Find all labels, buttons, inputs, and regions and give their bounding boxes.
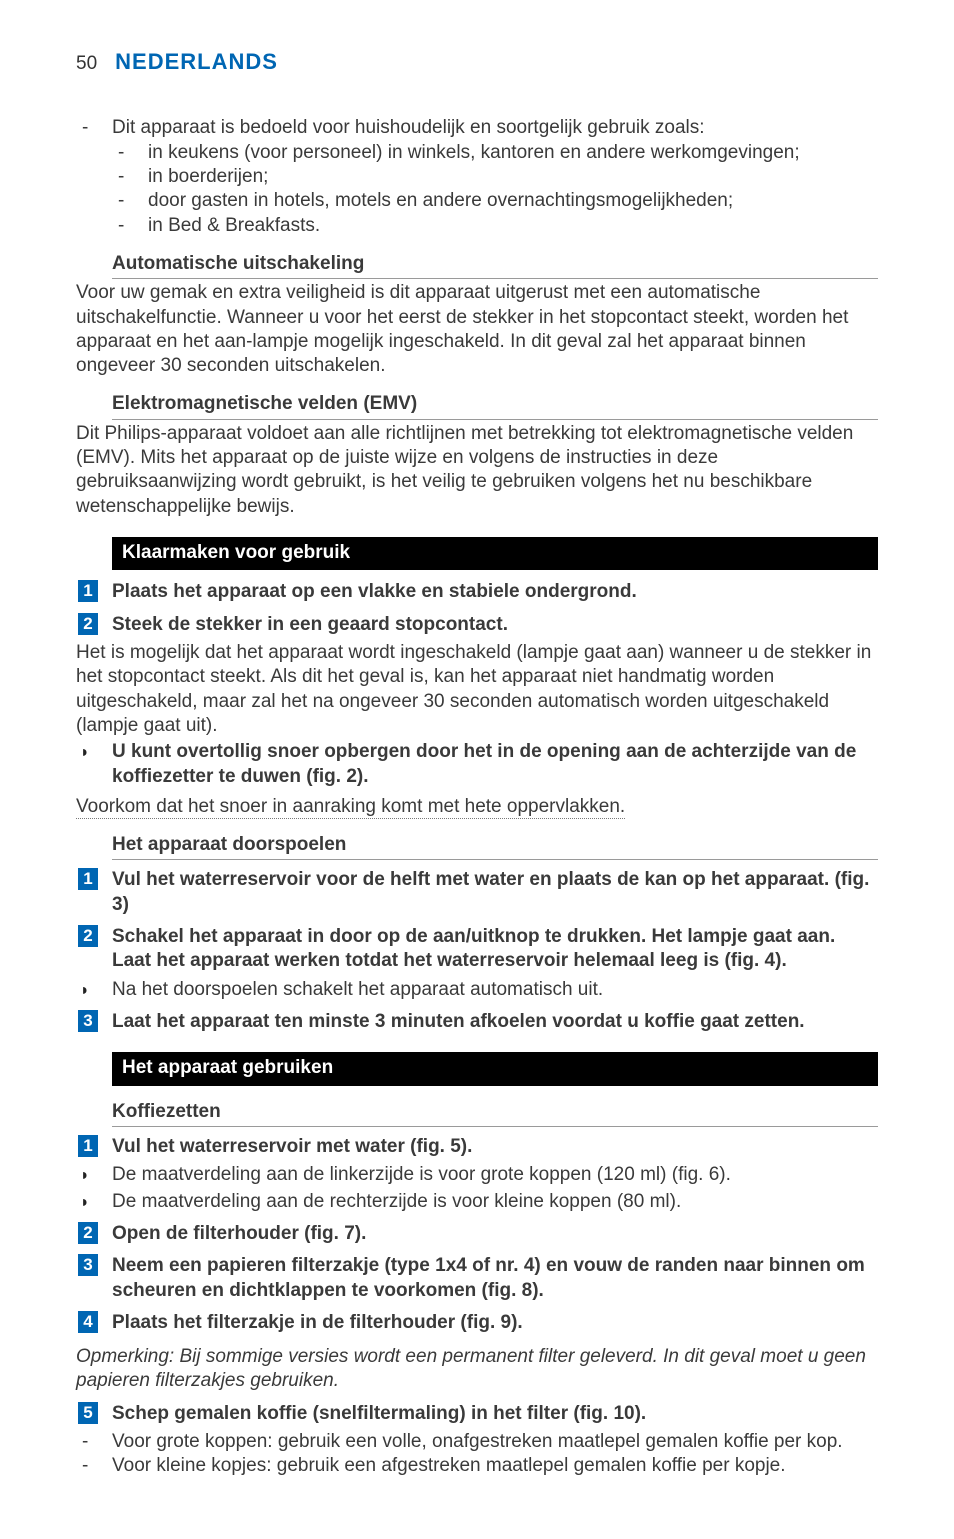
bullet-item: ◗ De maatverdeling aan de linkerzijde is… — [76, 1163, 878, 1187]
bullet-icon: ◗ — [80, 744, 90, 761]
step: 1 Vul het waterreservoir met water (fig.… — [76, 1135, 878, 1159]
step: 4 Plaats het filterzakje in de filterhou… — [76, 1311, 878, 1335]
list-text: in keukens (voor personeel) in winkels, … — [148, 141, 878, 165]
step-text: Steek de stekker in een geaard stopconta… — [112, 613, 878, 637]
step-text: Plaats het filterzakje in de filterhoude… — [112, 1311, 878, 1335]
section-bar-prepare: Klaarmaken voor gebruik — [112, 537, 878, 570]
step-text: Neem een papieren filterzakje (type 1x4 … — [112, 1254, 878, 1303]
step-number-icon: 5 — [78, 1402, 98, 1424]
manual-page: 50 NEDERLANDS - Dit apparaat is bedoeld … — [0, 0, 954, 1539]
step: 1 Vul het waterreservoir voor de helft m… — [76, 868, 878, 917]
step-number-icon: 2 — [78, 613, 98, 635]
step-text: Vul het waterreservoir met water (fig. 5… — [112, 1135, 878, 1159]
list-item: - door gasten in hotels, motels en ander… — [112, 189, 878, 213]
list-text: door gasten in hotels, motels en andere … — [148, 189, 878, 213]
dash-icon: - — [76, 1454, 112, 1478]
list-text: Dit apparaat is bedoeld voor huishoudeli… — [112, 116, 878, 140]
step-number-icon: 2 — [78, 925, 98, 947]
bullet-item: ◗ U kunt overtollig snoer opbergen door … — [76, 740, 878, 789]
step-number-icon: 3 — [78, 1254, 98, 1276]
step: 3 Laat het apparaat ten minste 3 minuten… — [76, 1010, 878, 1034]
list-text: in boerderijen; — [148, 165, 878, 189]
step-text: Plaats het apparaat op een vlakke en sta… — [112, 580, 878, 604]
subheading-emv: Elektromagnetische velden (EMV) — [112, 392, 878, 419]
list-item: - Voor grote koppen: gebruik een volle, … — [76, 1430, 878, 1454]
step: 5 Schep gemalen koffie (snelfiltermaling… — [76, 1402, 878, 1426]
list-item: - in Bed & Breakfasts. — [112, 214, 878, 238]
step-text: Laat het apparaat ten minste 3 minuten a… — [112, 1010, 878, 1034]
dash-icon: - — [112, 189, 148, 213]
warning-note: Voorkom dat het snoer in aanraking komt … — [76, 795, 878, 819]
bullet-icon: ◗ — [80, 1194, 90, 1211]
dash-icon: - — [112, 214, 148, 238]
subheading-flush: Het apparaat doorspoelen — [112, 833, 878, 860]
language-title: NEDERLANDS — [115, 48, 278, 76]
subheading-koffiezetten: Koffiezetten — [112, 1100, 878, 1127]
subheading-auto-off: Automatische uitschakeling — [112, 252, 878, 279]
paragraph: Voor uw gemak en extra veiligheid is dit… — [76, 281, 878, 378]
step: 2 Open de filterhouder (fig. 7). — [76, 1222, 878, 1246]
dash-icon: - — [76, 116, 112, 140]
list-text: Voor grote koppen: gebruik een volle, on… — [112, 1430, 878, 1454]
dash-icon: - — [76, 1430, 112, 1454]
step-number-icon: 3 — [78, 1010, 98, 1032]
step-text: Open de filterhouder (fig. 7). — [112, 1222, 878, 1246]
list-item: - Voor kleine kopjes: gebruik een afgest… — [76, 1454, 878, 1478]
step-number-icon: 2 — [78, 1222, 98, 1244]
list-text: in Bed & Breakfasts. — [148, 214, 878, 238]
bullet-text: U kunt overtollig snoer opbergen door he… — [112, 740, 878, 789]
step-number-icon: 4 — [78, 1311, 98, 1333]
list-text: Voor kleine kopjes: gebruik een afgestre… — [112, 1454, 878, 1478]
step-text: Schakel het apparaat in door op de aan/u… — [112, 925, 878, 974]
bullet-item: ◗ De maatverdeling aan de rechterzijde i… — [76, 1190, 878, 1214]
bullet-icon: ◗ — [80, 1167, 90, 1184]
bullet-text: De maatverdeling aan de linkerzijde is v… — [112, 1163, 878, 1187]
dash-icon: - — [112, 165, 148, 189]
page-number: 50 — [76, 52, 97, 76]
page-header: 50 NEDERLANDS — [76, 48, 878, 76]
step: 3 Neem een papieren filterzakje (type 1x… — [76, 1254, 878, 1303]
note-paragraph: Opmerking: Bij sommige versies wordt een… — [76, 1345, 878, 1394]
bullet-text: De maatverdeling aan de rechterzijde is … — [112, 1190, 878, 1214]
step-text: Vul het waterreservoir voor de helft met… — [112, 868, 878, 917]
bullet-item: ◗ Na het doorspoelen schakelt het appara… — [76, 978, 878, 1002]
section-bar-use: Het apparaat gebruiken — [112, 1052, 878, 1085]
dash-icon: - — [112, 141, 148, 165]
step: 1 Plaats het apparaat op een vlakke en s… — [76, 580, 878, 604]
list-item: - in boerderijen; — [112, 165, 878, 189]
step-text: Schep gemalen koffie (snelfiltermaling) … — [112, 1402, 878, 1426]
step-number-icon: 1 — [78, 868, 98, 890]
warning-text: Voorkom dat het snoer in aanraking komt … — [76, 796, 625, 819]
step-number-icon: 1 — [78, 1135, 98, 1157]
step: 2 Steek de stekker in een geaard stopcon… — [76, 613, 878, 637]
step-number-icon: 1 — [78, 580, 98, 602]
list-item: - Dit apparaat is bedoeld voor huishoude… — [76, 116, 878, 140]
paragraph: Het is mogelijk dat het apparaat wordt i… — [76, 641, 878, 738]
step: 2 Schakel het apparaat in door op de aan… — [76, 925, 878, 974]
paragraph: Dit Philips-apparaat voldoet aan alle ri… — [76, 422, 878, 519]
list-item: - in keukens (voor personeel) in winkels… — [112, 141, 878, 165]
bullet-text: Na het doorspoelen schakelt het apparaat… — [112, 978, 878, 1002]
bullet-icon: ◗ — [80, 982, 90, 999]
